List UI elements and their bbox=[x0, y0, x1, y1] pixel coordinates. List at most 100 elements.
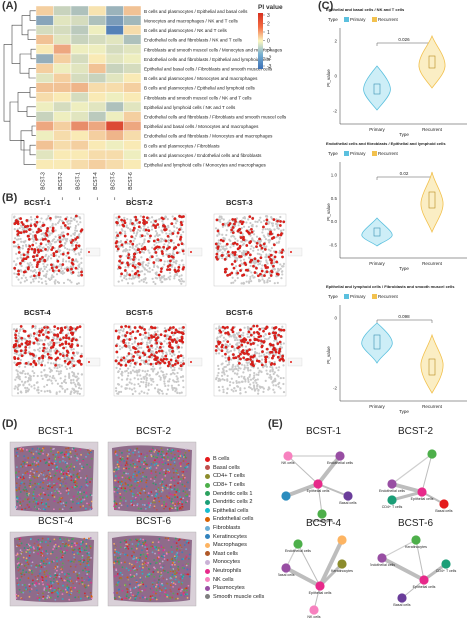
heatmap-column-label: BCST-3 bbox=[41, 172, 47, 190]
cell-network: Keratinocytes Endothelial cells CD4+ T cel… bbox=[370, 535, 456, 607]
heatmap-cell bbox=[35, 120, 54, 131]
panel-label-c: (C) bbox=[318, 0, 334, 12]
network-edge bbox=[391, 453, 433, 485]
heatmap-cell bbox=[123, 130, 142, 141]
heatmap-cell bbox=[70, 5, 89, 16]
cell-type-legend: B cells Basal cells CD4+ T cells CD8+ T cel… bbox=[205, 455, 264, 601]
violin-ytick: 0 bbox=[334, 74, 337, 79]
network-node bbox=[283, 451, 293, 461]
spatial-map-title: BCST-4 bbox=[24, 308, 51, 317]
heatmap-cell bbox=[70, 53, 89, 64]
violin-ytick: 0.5 bbox=[331, 196, 338, 201]
heatmap-legend-title: PI value bbox=[258, 4, 283, 11]
violin-legend-title: Type bbox=[328, 17, 338, 22]
network-edge bbox=[317, 483, 349, 497]
spatial-map-title: BCST-2 bbox=[126, 198, 153, 207]
network-node-label: NK cells bbox=[281, 461, 294, 465]
legend-primary-label: Primary bbox=[350, 17, 366, 22]
cell-type-legend-item: Basal cells bbox=[205, 464, 264, 473]
network-node-label: NK cells bbox=[307, 615, 320, 618]
violin-xlabel: Type bbox=[399, 266, 409, 271]
heatmap-cell bbox=[123, 5, 142, 16]
cell-network: Endothelial cells CD4+ T cells Basal cells… bbox=[379, 449, 453, 513]
heatmap-row-label: B cells and plasmocytes / NK and T cells bbox=[144, 28, 228, 33]
cell-type-legend-item: B cells bbox=[205, 455, 264, 464]
spatial-map bbox=[113, 213, 203, 287]
legend-dot bbox=[205, 499, 210, 505]
heatmap-cell bbox=[35, 5, 54, 16]
legend-dot bbox=[205, 465, 210, 471]
heatmap-cell bbox=[35, 130, 54, 141]
violin-primary bbox=[363, 65, 391, 111]
tissue-spots bbox=[214, 215, 286, 285]
row-dendrogram bbox=[3, 10, 36, 165]
panel-label-d: (D) bbox=[2, 418, 18, 430]
heatmap-cell bbox=[123, 44, 142, 55]
heatmap-cell bbox=[53, 5, 72, 16]
cell-type-legend-label: Macrophages bbox=[213, 542, 247, 549]
violin-legend-title: Type bbox=[328, 151, 338, 156]
cell-type-legend-item: Neutrophils bbox=[205, 567, 264, 576]
heatmap-cell bbox=[70, 111, 89, 122]
interaction-spots bbox=[12, 324, 83, 368]
heatmap-cell bbox=[53, 140, 72, 151]
cell-type-legend-label: Keratinocytes bbox=[213, 533, 247, 540]
network-node-label: Endothelial cells bbox=[285, 549, 311, 553]
heatmap-cell bbox=[35, 72, 54, 83]
cell-type-legend-item: Endothelial cells bbox=[205, 515, 264, 524]
interaction-spots bbox=[12, 214, 84, 278]
heatmap-cell bbox=[70, 159, 89, 170]
network-node-label: Basal cells bbox=[393, 603, 410, 607]
heatmap-cell bbox=[105, 72, 124, 83]
heatmap-cell bbox=[105, 140, 124, 151]
spatial-map-title: BCST-3 bbox=[226, 198, 253, 207]
heatmap-row-label: B cells and plasmocytes / Epithelial and… bbox=[144, 86, 256, 91]
heatmap-cell bbox=[53, 15, 72, 26]
panel-label-b: (B) bbox=[2, 192, 18, 204]
cell-type-legend-item: Mast cells bbox=[205, 550, 264, 559]
heatmap-row-label: Endothelial cells and fibroblasts / Epit… bbox=[144, 57, 271, 62]
network-node-label: Epithelial cells bbox=[309, 591, 332, 595]
heatmap-cell bbox=[88, 53, 107, 64]
heatmap-row-label: B cells and plasmocytes / Monocytes and … bbox=[144, 76, 258, 81]
spatial-map bbox=[213, 323, 303, 397]
violin-ytick: -2 bbox=[333, 386, 337, 391]
network-node-label: Epithelial cells bbox=[413, 585, 436, 589]
network-node bbox=[281, 563, 291, 573]
heatmap-row-label: Epithelial and lymphoid cells / NK and T… bbox=[144, 105, 236, 110]
cell-type-map bbox=[107, 441, 197, 517]
network-edge bbox=[381, 539, 417, 559]
heatmap-cell bbox=[123, 120, 142, 131]
spatial-map-legend bbox=[85, 357, 101, 367]
heatmap-cell bbox=[88, 92, 107, 103]
heatmap-cell bbox=[123, 92, 142, 103]
violin-ylabel: PI_value bbox=[326, 69, 331, 87]
heatmap-cell bbox=[70, 92, 89, 103]
violin-ytick: 0.0 bbox=[331, 219, 338, 224]
legend-recurrent-label: Recurrent bbox=[378, 151, 399, 156]
cell-type-legend-label: CD4+ T cells bbox=[213, 473, 245, 480]
violin-ylabel: PI_value bbox=[326, 203, 331, 221]
cell-type-legend-item: Smooth muscle cells bbox=[205, 593, 264, 602]
heatmap-cell bbox=[88, 111, 107, 122]
heatmap-cell bbox=[70, 82, 89, 93]
violin-xlabel: Type bbox=[399, 409, 409, 414]
legend-primary-label: Primary bbox=[350, 294, 366, 299]
heatmap-cell bbox=[35, 140, 54, 151]
cell-type-legend-label: Monocytes bbox=[213, 559, 241, 566]
cell-network: NK cells Endothelial cells Epithelial cell… bbox=[281, 451, 357, 523]
cell-type-legend-item: Dendritic cells 2 bbox=[205, 498, 264, 507]
network-node bbox=[387, 495, 397, 505]
heatmap-cell bbox=[105, 101, 124, 112]
network-edge bbox=[317, 483, 323, 515]
interaction-spots bbox=[114, 324, 185, 368]
cell-type-legend-item: CD4+ T cells bbox=[205, 472, 264, 481]
legend-dot bbox=[205, 542, 210, 548]
legend-dot bbox=[205, 456, 210, 462]
heatmap-cell bbox=[88, 140, 107, 151]
heatmap-cell bbox=[70, 25, 89, 36]
heatmap-cell bbox=[53, 92, 72, 103]
cell-type-legend-label: Epithelial cells bbox=[213, 507, 249, 514]
network-node bbox=[313, 479, 323, 489]
violin-primary bbox=[361, 217, 393, 247]
